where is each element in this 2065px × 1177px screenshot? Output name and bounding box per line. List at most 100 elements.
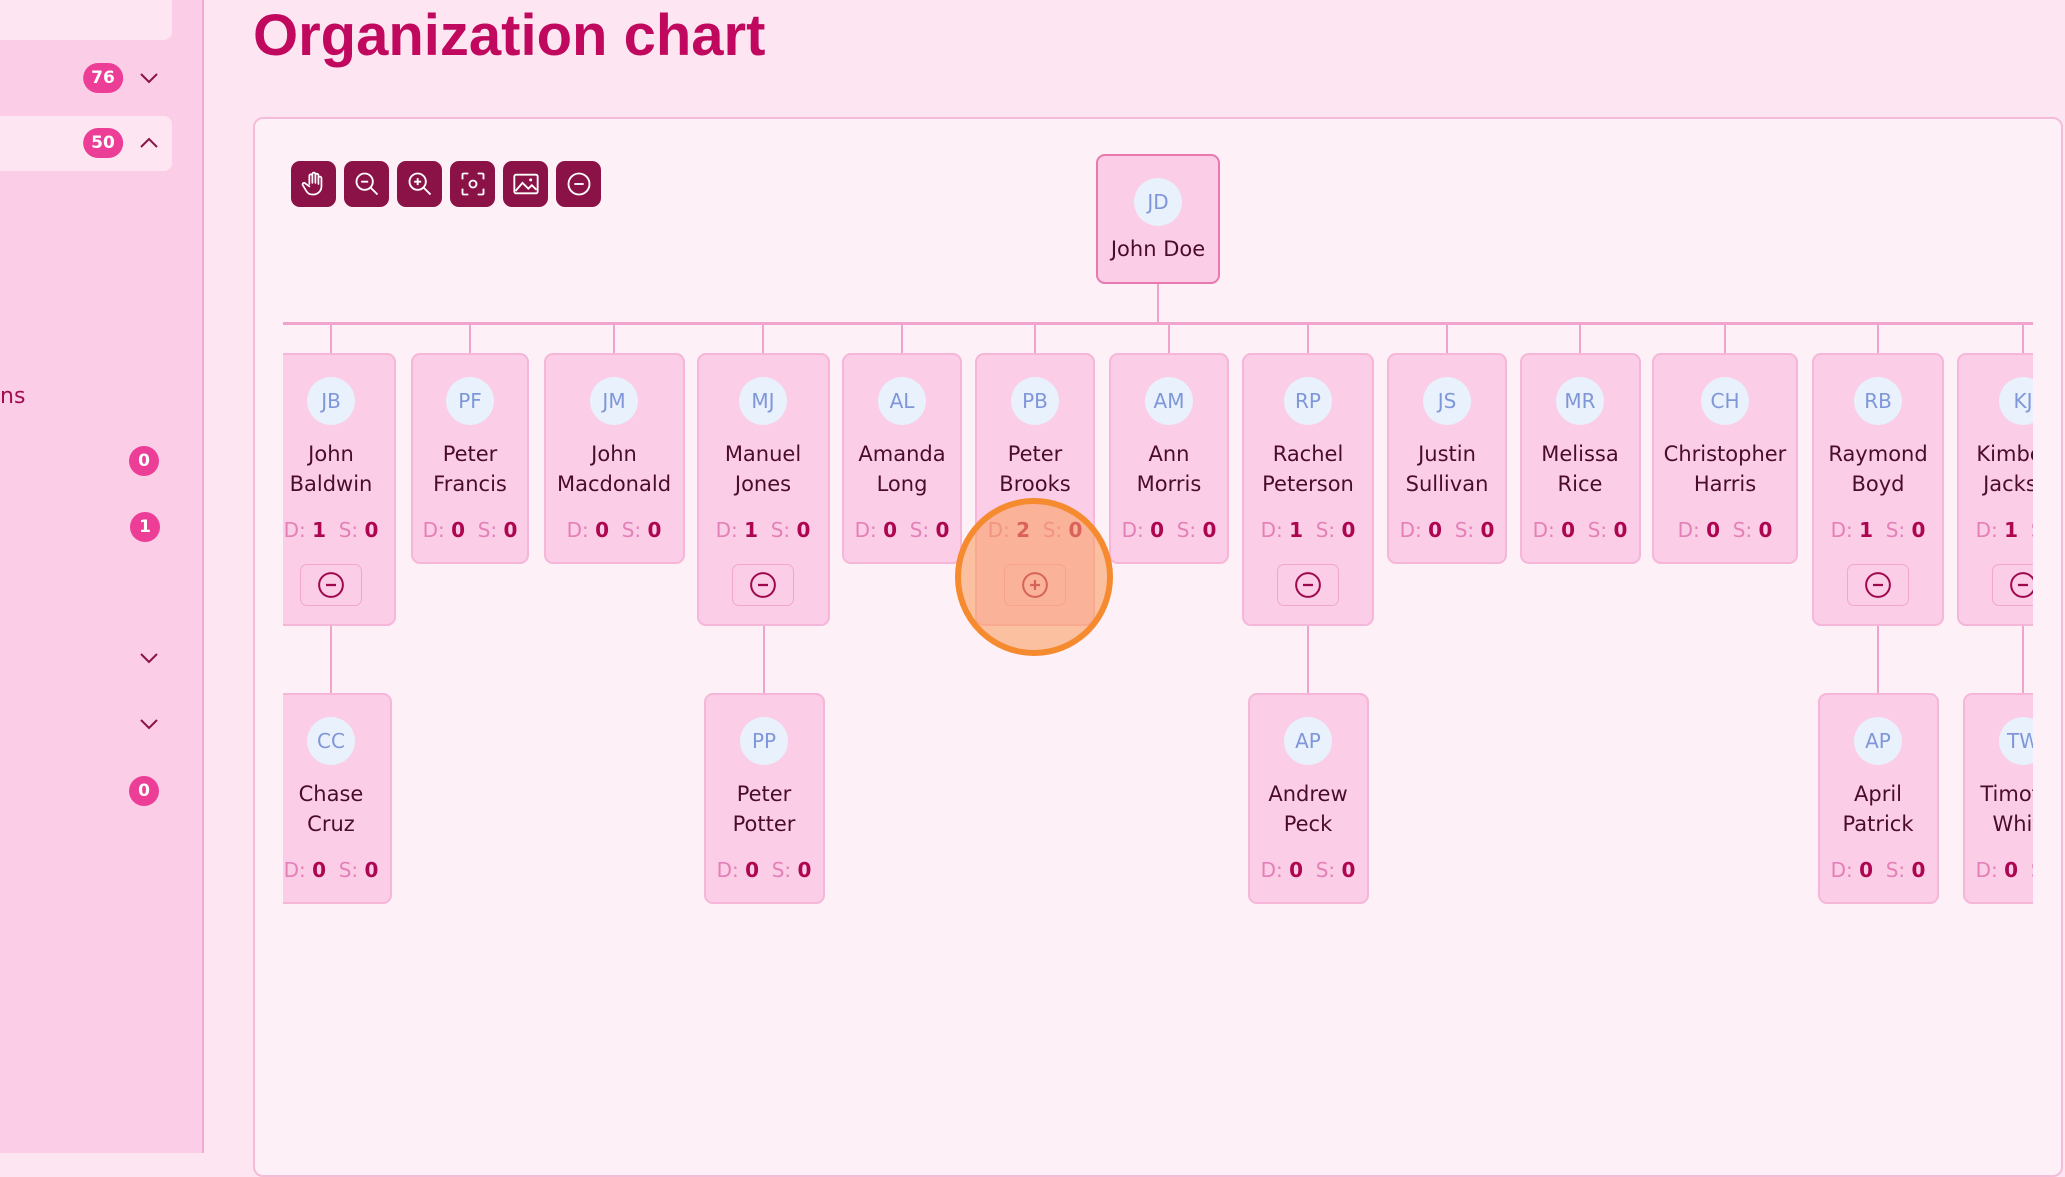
employee-stats: D: 1 S: 0: [699, 518, 828, 542]
employee-stats: D: 0 S: 0: [1965, 858, 2033, 882]
minus-circle-icon: [1295, 572, 1321, 598]
employee-stats: D: 0 S: 0: [283, 858, 390, 882]
org-card[interactable]: PF Peter Francis D: 0 S: 0: [411, 353, 529, 564]
org-card[interactable]: PB Peter Brooks D: 2 S: 0: [975, 353, 1095, 626]
direct-count: 0: [1859, 858, 1873, 882]
collapse-button[interactable]: [300, 564, 362, 606]
chevron-down-icon[interactable]: [139, 718, 159, 730]
collapse-button[interactable]: [732, 564, 794, 606]
collapse-button[interactable]: [1847, 564, 1909, 606]
subordinate-label: S:: [1315, 518, 1342, 542]
direct-label: D:: [715, 518, 745, 542]
subordinate-count: 0: [1068, 518, 1083, 542]
org-card[interactable]: AP Andrew Peck D: 0 S: 0: [1247, 693, 1369, 904]
subordinate-label: S:: [621, 518, 648, 542]
collapse-all-button[interactable]: [556, 161, 601, 207]
subordinate-count: 0: [1341, 858, 1356, 882]
subordinate-count: 0: [1341, 518, 1356, 542]
avatar: MR: [1556, 377, 1604, 425]
sidebar-top-item[interactable]: [0, 0, 172, 40]
minus-circle-icon: [1865, 572, 1891, 598]
org-card[interactable]: AL Amanda Long D: 0 S: 0: [842, 353, 962, 564]
employee-stats: D: 0 S: 0: [1111, 518, 1227, 542]
employee-stats: D: 0 S: 0: [546, 518, 683, 542]
zoom-in-icon: [408, 172, 431, 196]
avatar: JD: [1134, 178, 1182, 226]
zoom-out-button[interactable]: [344, 161, 389, 207]
org-card[interactable]: CH Christopher Harris D: 0 S: 0: [1652, 353, 1798, 564]
connector-line: [1724, 323, 1726, 353]
direct-label: D:: [1975, 518, 2005, 542]
collapse-button[interactable]: [1277, 564, 1339, 606]
subordinate-label: S:: [770, 518, 797, 542]
connector-line: [1307, 323, 1309, 353]
direct-count: 2: [1016, 518, 1030, 542]
fit-view-button[interactable]: [450, 161, 495, 207]
org-card[interactable]: JD John Doe: [1096, 154, 1220, 284]
org-card[interactable]: AP April Patrick D: 0 S: 0: [1817, 693, 1939, 904]
employee-name: Chase Cruz: [298, 782, 364, 836]
org-chart-canvas[interactable]: JD John Doe JB John Baldwin D: 1 S: 0 PF Peter F…: [283, 140, 2033, 1153]
avatar: KJ: [1999, 377, 2033, 425]
connector-line: [2022, 626, 2024, 693]
chevron-down-icon[interactable]: [139, 652, 159, 664]
employee-name: Peter Francis: [433, 442, 507, 496]
sidebar-item-label[interactable]: ns: [0, 384, 26, 409]
org-card[interactable]: RB Raymond Boyd D: 1 S: 0: [1812, 353, 1944, 626]
org-card[interactable]: JM John Macdonald D: 0 S: 0: [543, 353, 685, 564]
org-card[interactable]: KJ KimberlyJackson D: 1 S: 0: [1957, 353, 2033, 626]
connector-line: [763, 626, 765, 693]
org-card[interactable]: AM Ann Morris D: 0 S: 0: [1109, 353, 1229, 564]
minus-circle-icon: [2010, 572, 2033, 598]
avatar: RP: [1284, 377, 1332, 425]
collapse-button[interactable]: [1992, 564, 2033, 606]
direct-label: D:: [1830, 518, 1860, 542]
employee-stats: D: 1 S: 0: [1814, 518, 1942, 542]
subordinate-count: 0: [364, 518, 379, 542]
focus-icon: [461, 172, 484, 196]
employee-name: Peter Brooks: [999, 442, 1071, 496]
org-card[interactable]: PP Peter Potter D: 0 S: 0: [703, 693, 825, 904]
zoom-in-button[interactable]: [397, 161, 442, 207]
subordinate-label: S:: [2031, 518, 2033, 542]
direct-count: 0: [312, 858, 326, 882]
direct-count: 1: [744, 518, 758, 542]
employee-name: April Patrick: [1842, 782, 1914, 836]
subordinate-label: S:: [1885, 858, 1912, 882]
sidebar-badge: 1: [130, 512, 160, 542]
chevron-down-icon[interactable]: [139, 72, 159, 84]
sidebar-badge: 50: [83, 128, 123, 158]
direct-label: D:: [283, 858, 313, 882]
direct-label: D:: [1975, 858, 2005, 882]
org-card[interactable]: CC Chase Cruz D: 0 S: 0: [283, 693, 392, 904]
direct-label: D:: [854, 518, 884, 542]
direct-label: D:: [1677, 518, 1707, 542]
employee-stats: D: 0 S: 0: [844, 518, 960, 542]
org-card[interactable]: MJ Manuel Jones D: 1 S: 0: [696, 353, 830, 626]
avatar: PP: [740, 717, 788, 765]
direct-count: 0: [1706, 518, 1720, 542]
direct-label: D:: [1399, 518, 1429, 542]
org-card[interactable]: JB John Baldwin D: 1 S: 0: [283, 353, 396, 626]
subordinate-count: 0: [647, 518, 662, 542]
employee-name: Peter Potter: [732, 782, 796, 836]
direct-count: 0: [883, 518, 897, 542]
subordinate-label: S:: [338, 518, 365, 542]
direct-count: 0: [1150, 518, 1164, 542]
org-card[interactable]: TW TimothyWhite D: 0 S: 0: [1962, 693, 2033, 904]
direct-count: 1: [312, 518, 326, 542]
export-image-button[interactable]: [503, 161, 548, 207]
org-card[interactable]: JS Justin Sullivan D: 0 S: 0: [1387, 353, 1507, 564]
org-card[interactable]: MR Melissa Rice D: 0 S: 0: [1519, 353, 1641, 564]
employee-name: John Macdonald: [556, 442, 672, 496]
plus-circle-icon: [1022, 572, 1048, 598]
connector-line: [1446, 323, 1448, 353]
avatar: AP: [1284, 717, 1332, 765]
pan-button[interactable]: [291, 161, 336, 207]
org-card[interactable]: RP Rachel Peterson D: 1 S: 0: [1242, 353, 1374, 626]
connector-line: [283, 322, 2033, 325]
expand-button[interactable]: [1004, 564, 1066, 606]
chevron-up-icon[interactable]: [139, 137, 159, 149]
connector-line: [1034, 323, 1036, 353]
subordinate-label: S:: [1732, 518, 1759, 542]
